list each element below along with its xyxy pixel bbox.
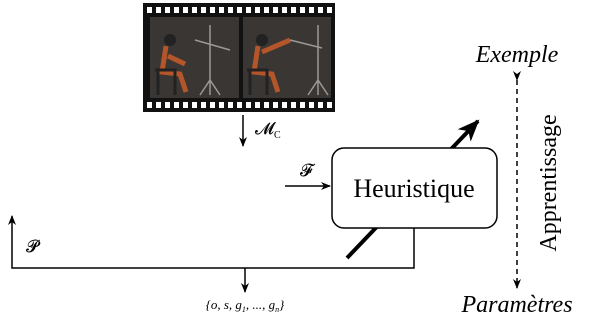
sprocket-hole xyxy=(246,7,251,13)
sprocket-hole xyxy=(219,102,224,108)
sprocket-hole xyxy=(282,7,287,13)
film-strip xyxy=(143,3,335,112)
sprocket-hole xyxy=(273,7,278,13)
sprocket-hole xyxy=(237,7,242,13)
vertical-label: Apprentissage xyxy=(536,114,562,251)
sprocket-hole xyxy=(327,102,332,108)
box-label: Heuristique xyxy=(353,174,474,203)
sprocket-hole xyxy=(147,7,152,13)
sprocket-hole xyxy=(300,102,305,108)
sprocket-hole xyxy=(291,102,296,108)
output-label: {o, s, g1, ..., gn} xyxy=(206,297,286,314)
sprocket-hole xyxy=(282,102,287,108)
sprocket-hole xyxy=(264,7,269,13)
sprocket-hole xyxy=(228,7,233,13)
sprocket-hole xyxy=(255,102,260,108)
sprocket-hole xyxy=(309,102,314,108)
sprocket-hole xyxy=(156,102,161,108)
sprocket-hole xyxy=(237,102,242,108)
sprocket-hole xyxy=(165,7,170,13)
sprocket-hole xyxy=(201,7,206,13)
feedback-label: 𝓟 xyxy=(26,237,41,256)
sprocket-hole xyxy=(147,102,152,108)
parameters-label: Paramètres xyxy=(460,292,572,318)
sprocket-hole xyxy=(255,7,260,13)
sprocket-hole xyxy=(192,102,197,108)
sprocket-hole xyxy=(228,102,233,108)
sprocket-hole xyxy=(318,102,323,108)
sprocket-hole xyxy=(183,102,188,108)
sprocket-hole xyxy=(291,7,296,13)
sprocket-hole xyxy=(192,7,197,13)
sprocket-hole xyxy=(174,102,179,108)
sprocket-hole xyxy=(309,7,314,13)
sprocket-hole xyxy=(210,7,215,13)
side-label: 𝓕 xyxy=(300,161,316,180)
sprocket-hole xyxy=(210,102,215,108)
sprocket-hole xyxy=(318,7,323,13)
sprocket-hole xyxy=(156,7,161,13)
sprocket-hole xyxy=(201,102,206,108)
sprocket-hole xyxy=(165,102,170,108)
diagram: 𝓜C 𝓕 Heuristique 𝓟 {o, s, g1, ..., gn} E… xyxy=(0,0,592,319)
sprocket-hole xyxy=(174,7,179,13)
example-label: Exemple xyxy=(475,42,559,68)
sprocket-hole xyxy=(264,102,269,108)
sprocket-hole xyxy=(327,7,332,13)
sprocket-hole xyxy=(273,102,278,108)
sprocket-hole xyxy=(246,102,251,108)
sprocket-hole xyxy=(300,7,305,13)
film-label: 𝓜C xyxy=(255,119,281,141)
sprocket-hole xyxy=(219,7,224,13)
sprocket-hole xyxy=(183,7,188,13)
